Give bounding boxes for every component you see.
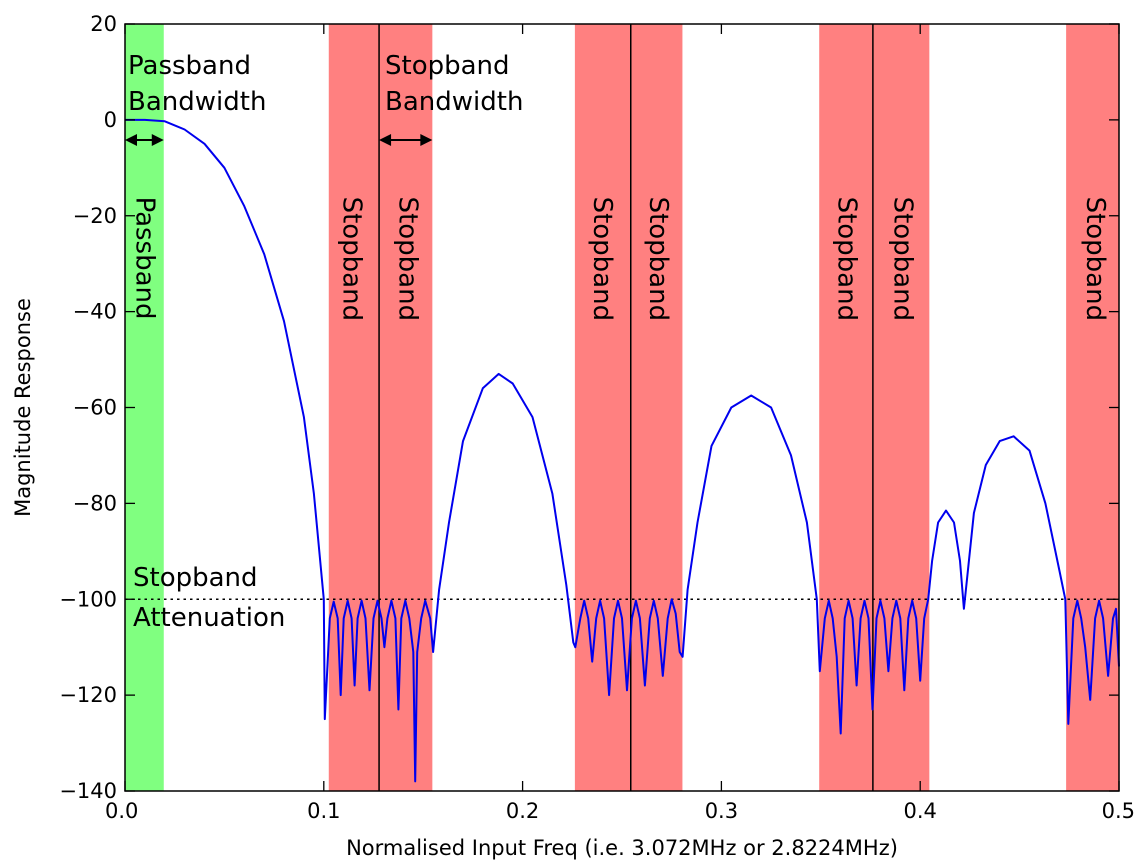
stopband-label-3: Stopband bbox=[643, 197, 673, 322]
y-tick-label-7: −120 bbox=[59, 683, 117, 707]
x-axis-label: Normalised Input Freq (i.e. 3.072MHz or … bbox=[346, 836, 898, 860]
stopband-label-1: Stopband bbox=[392, 197, 422, 322]
x-axis-ticks: 0.0 0.1 0.2 0.3 0.4 0.5 bbox=[105, 24, 1135, 823]
stopband-bandwidth-label-line2: Bandwidth bbox=[385, 87, 523, 117]
passband-arrow-head-left bbox=[125, 134, 137, 146]
stopband-attenuation-label-line2: Attenuation bbox=[133, 603, 285, 633]
x-tick-label-2: 0.2 bbox=[506, 799, 539, 823]
passband-arrow-head-right bbox=[151, 134, 164, 146]
stopband-label-6: Stopband bbox=[1080, 197, 1110, 322]
y-tick-label-5: −80 bbox=[73, 491, 117, 515]
y-tick-label-1: 0 bbox=[104, 108, 117, 132]
band-labels: Passband Stopband Stopband Stopband Stopband… bbox=[129, 197, 1110, 322]
stopband-attenuation-annotation: Stopband Attenuation bbox=[133, 563, 285, 633]
x-tick-label-4: 0.4 bbox=[903, 799, 936, 823]
y-axis-label: Magnitude Response bbox=[11, 298, 35, 517]
response-series-line bbox=[125, 118, 1120, 783]
stopband-fill-1 bbox=[328, 24, 433, 791]
x-tick-label-0: 0.0 bbox=[105, 799, 138, 823]
stopband-arrow-head-left bbox=[379, 134, 392, 146]
y-tick-label-0: 20 bbox=[90, 12, 117, 36]
stopband-label-2: Stopband bbox=[587, 197, 617, 322]
stopband-center-lines bbox=[378, 24, 874, 791]
x-tick-label-3: 0.3 bbox=[705, 799, 738, 823]
stopband-label-5: Stopband bbox=[887, 197, 917, 322]
passband-bandwidth-label-line1: Passband bbox=[128, 51, 251, 81]
y-tick-label-8: −140 bbox=[59, 779, 117, 803]
x-tick-label-1: 0.1 bbox=[307, 799, 340, 823]
passband-bandwidth-annotation: Passband Bandwidth bbox=[125, 51, 266, 146]
stopband-bandwidth-annotation: Stopband Bandwidth bbox=[379, 51, 523, 146]
stopband-arrow-head-right bbox=[420, 134, 433, 146]
x-tick-label-5: 0.5 bbox=[1102, 799, 1135, 823]
y-axis-ticks: 20 0 −20 −40 −60 −80 −100 −120 −140 bbox=[59, 12, 1119, 803]
y-tick-label-3: −40 bbox=[73, 300, 117, 324]
y-tick-label-2: −20 bbox=[73, 204, 117, 228]
stopband-bandwidth-arrow bbox=[379, 134, 433, 146]
stopband-attenuation-label-line1: Stopband bbox=[133, 563, 258, 593]
y-tick-label-4: −60 bbox=[73, 396, 117, 420]
passband-label: Passband bbox=[129, 197, 159, 320]
stopband-label-0: Stopband bbox=[337, 197, 367, 322]
stopband-label-4: Stopband bbox=[832, 197, 862, 322]
y-tick-label-6: −100 bbox=[59, 587, 117, 611]
stopband-bandwidth-label-line1: Stopband bbox=[385, 51, 510, 81]
passband-bandwidth-arrow bbox=[125, 134, 164, 146]
passband-bandwidth-label-line2: Bandwidth bbox=[128, 87, 266, 117]
